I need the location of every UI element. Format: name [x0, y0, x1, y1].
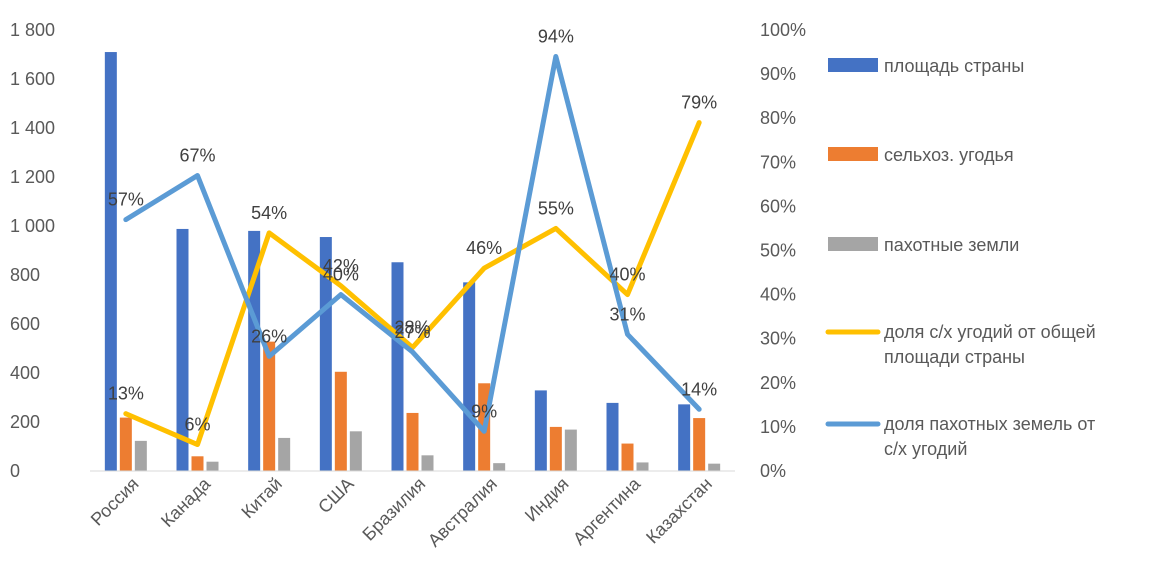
category-label: Казахстан — [642, 474, 716, 548]
data-label: 40% — [323, 265, 359, 285]
bar — [263, 341, 276, 471]
left-axis-tick-label: 600 — [10, 314, 40, 334]
bar — [463, 282, 476, 471]
right-axis-tick-label: 30% — [760, 329, 796, 349]
bar — [606, 402, 619, 471]
bar — [708, 463, 721, 471]
data-label: 26% — [251, 326, 287, 346]
bar — [334, 371, 347, 471]
data-label: 94% — [538, 26, 574, 46]
left-axis-tick-label: 800 — [10, 265, 40, 285]
bar — [534, 390, 547, 471]
data-label: 42% — [323, 256, 359, 276]
category-label: США — [314, 474, 357, 517]
legend-label: доля с/х угодий от общей площади страны — [884, 322, 1096, 367]
left-axis-tick-label: 1 400 — [10, 118, 55, 138]
right-axis-tick-label: 60% — [760, 196, 796, 216]
category-label: Канада — [157, 473, 215, 531]
data-label: 9% — [471, 401, 497, 421]
bar — [391, 262, 404, 471]
category-label: Индия — [521, 474, 573, 526]
bar — [278, 437, 291, 471]
right-axis-tick-label: 90% — [760, 64, 796, 84]
bar — [636, 462, 649, 471]
data-label: 27% — [394, 322, 430, 342]
right-axis-tick-label: 100% — [760, 20, 806, 40]
data-label: 55% — [538, 198, 574, 218]
data-label: 46% — [466, 238, 502, 258]
legend-swatch — [828, 147, 878, 161]
category-label: Китай — [237, 474, 286, 523]
bar — [206, 461, 219, 471]
bars-layer — [104, 52, 721, 472]
data-label: 6% — [184, 415, 210, 435]
legend-label: доля пахотных земель от с/х угодий — [884, 414, 1095, 459]
bar — [564, 429, 577, 471]
right-axis-tick-label: 80% — [760, 108, 796, 128]
data-label: 79% — [681, 93, 717, 113]
left-axis-tick-label: 200 — [10, 412, 40, 432]
bar — [693, 418, 706, 471]
bar — [134, 440, 147, 471]
left-axis-tick-label: 1 000 — [10, 216, 55, 236]
category-label: Аргентина — [569, 473, 645, 549]
right-axis-tick-label: 50% — [760, 241, 796, 261]
bar — [349, 431, 362, 471]
legend: площадь страны сельхоз. угодья пахотные зе… — [825, 56, 1096, 459]
data-label: 28% — [394, 318, 430, 338]
data-label: 13% — [108, 384, 144, 404]
data-label: 54% — [251, 203, 287, 223]
left-axis-tick-label: 0 — [10, 461, 20, 481]
category-label: Австралия — [424, 474, 501, 551]
bar — [678, 404, 691, 471]
legend-label: сельхоз. угодья — [884, 145, 1014, 165]
data-label: 67% — [179, 146, 215, 166]
data-label: 31% — [609, 304, 645, 324]
bar — [421, 455, 434, 471]
right-axis-tick-label: 20% — [760, 373, 796, 393]
series-line — [123, 120, 702, 448]
right-axis-tick-label: 70% — [760, 152, 796, 172]
left-axis-tick-label: 1 200 — [10, 167, 55, 187]
bar — [621, 443, 634, 471]
data-label: 57% — [108, 190, 144, 210]
left-axis-tick-label: 1 800 — [10, 20, 55, 40]
left-axis-tick-label: 400 — [10, 363, 40, 383]
right-axis-tick-label: 40% — [760, 285, 796, 305]
left-axis-tick-label: 1 600 — [10, 69, 55, 89]
bar — [406, 412, 419, 471]
bar — [493, 463, 506, 471]
data-labels-layer: 13% 6% 54% 42% 28% 46% 55% 40% 79% 57% 67% 26% 40% 27… — [108, 26, 717, 434]
legend-label: площадь страны — [884, 56, 1024, 76]
bar — [104, 52, 117, 472]
bar — [119, 417, 132, 471]
bar — [319, 237, 332, 471]
bar — [549, 426, 562, 471]
bar — [176, 228, 189, 471]
legend-swatch — [828, 237, 878, 251]
right-axis-tick-label: 0% — [760, 461, 786, 481]
legend-swatch — [828, 58, 878, 72]
data-label: 14% — [681, 379, 717, 399]
legend-label: пахотные земли — [884, 235, 1019, 255]
series-line — [123, 53, 702, 434]
bar — [191, 456, 204, 471]
data-label: 40% — [609, 265, 645, 285]
right-axis-tick-label: 10% — [760, 417, 796, 437]
category-label: Бразилия — [358, 474, 429, 545]
category-label: Россия — [87, 474, 143, 530]
lines-layer — [123, 53, 702, 448]
